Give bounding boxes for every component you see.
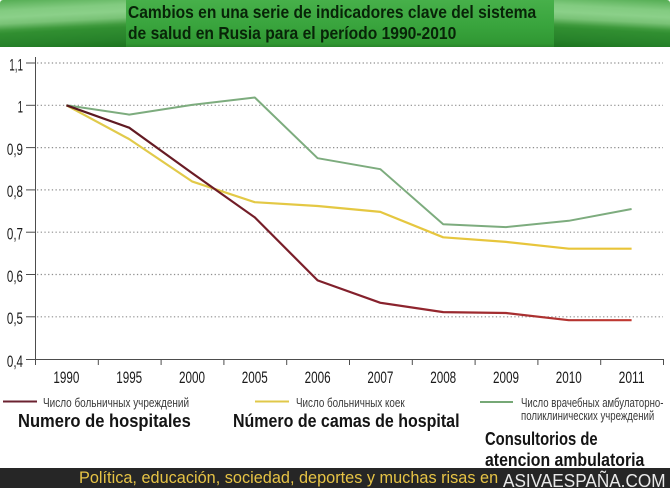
svg-text:1: 1 (18, 98, 23, 117)
svg-text:2008: 2008 (430, 368, 456, 387)
svg-text:0,9: 0,9 (7, 140, 23, 159)
svg-text:0,8: 0,8 (7, 182, 23, 201)
svg-text:2010: 2010 (556, 368, 582, 387)
svg-text:2007: 2007 (367, 368, 393, 387)
svg-text:1,1: 1,1 (9, 55, 23, 74)
svg-text:0,6: 0,6 (7, 267, 23, 286)
svg-text:2009: 2009 (493, 368, 519, 387)
svg-text:2011: 2011 (619, 368, 645, 387)
svg-text:1990: 1990 (53, 368, 79, 387)
svg-text:0,5: 0,5 (7, 309, 23, 328)
svg-text:1995: 1995 (116, 368, 142, 387)
svg-text:0,4: 0,4 (7, 352, 23, 371)
svg-text:2006: 2006 (305, 368, 331, 387)
svg-text:2005: 2005 (242, 368, 268, 387)
svg-text:0,7: 0,7 (7, 225, 23, 244)
svg-text:2000: 2000 (179, 368, 205, 387)
